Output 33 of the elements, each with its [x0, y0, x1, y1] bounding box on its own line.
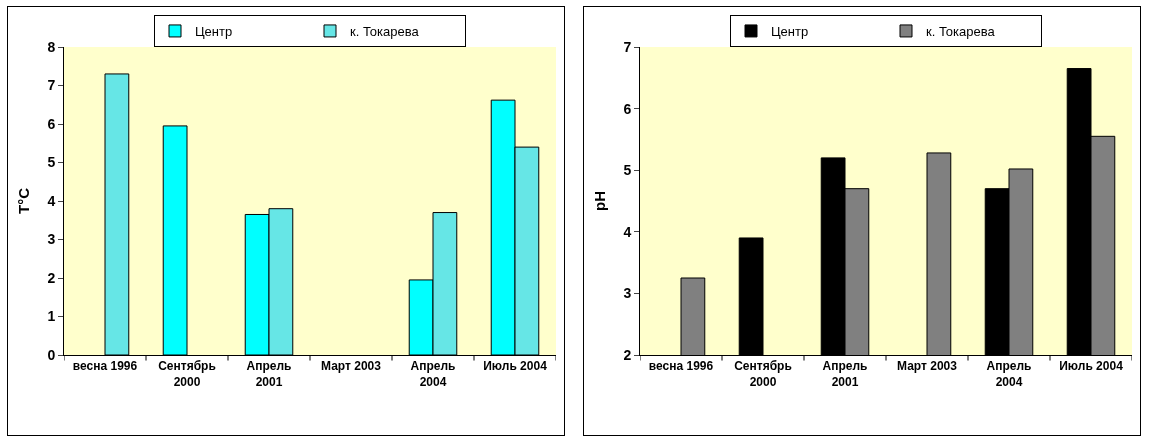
y-tick-label: 7 — [623, 38, 632, 55]
y-tick-label: 5 — [47, 154, 56, 171]
y-tick-label: 5 — [623, 162, 632, 179]
y-tick-label: 3 — [47, 231, 56, 248]
y-tick-label: 7 — [47, 77, 56, 94]
x-tick-label: Июль 2004 — [483, 359, 548, 374]
y-tick-label: 0 — [47, 346, 56, 363]
y-axis-title: pH — [590, 191, 608, 211]
x-tick-label: Апрель 2004 — [410, 359, 456, 389]
x-tick-label: Апрель 2001 — [246, 359, 292, 389]
y-tick-label: 8 — [47, 38, 56, 55]
x-tick-label: Июль 2004 — [1059, 359, 1124, 374]
y-tick-label: 4 — [623, 223, 632, 240]
x-tick-label: Март 2003 — [897, 359, 958, 374]
y-tick-label: 4 — [47, 192, 56, 209]
x-tick-label: Апрель 2001 — [822, 359, 868, 389]
y-tick-label: 3 — [623, 285, 632, 302]
y-tick-label: 2 — [47, 269, 56, 286]
legend-label: Центр — [195, 24, 233, 40]
legend-label: Центр — [771, 24, 809, 40]
x-tick-label: Сентябрь 2000 — [158, 359, 216, 389]
x-tick-label: Апрель 2004 — [986, 359, 1032, 389]
y-tick-label: 6 — [47, 115, 56, 132]
y-tick-label: 6 — [623, 100, 632, 117]
x-tick-label: весна 1996 — [648, 359, 714, 374]
y-tick-label: 1 — [47, 308, 56, 325]
legend-label: к. Токарева — [350, 24, 420, 40]
legend-label: к. Токарева — [926, 24, 996, 40]
x-tick-label: Март 2003 — [321, 359, 382, 374]
x-tick-label: Сентябрь 2000 — [734, 359, 792, 389]
x-tick-label: весна 1996 — [72, 359, 138, 374]
y-axis-title: T°C — [14, 187, 32, 214]
y-tick-label: 2 — [623, 346, 632, 363]
